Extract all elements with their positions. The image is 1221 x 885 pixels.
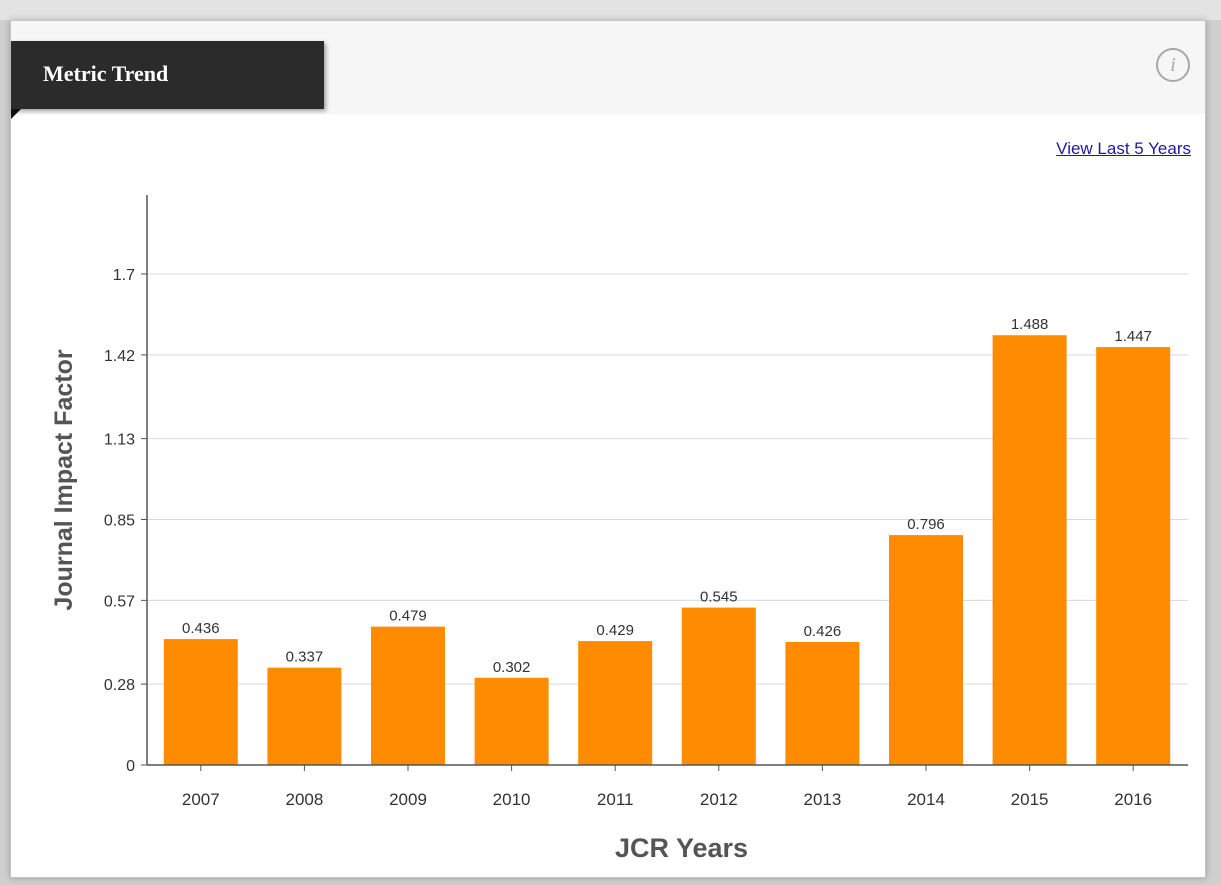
- labels: 0 0.28 0.57 0.85 1.13 1.42 1.7 0.436 2007 0.337 20…: [50, 267, 1152, 863]
- y-tick-label: 0.85: [104, 513, 135, 530]
- y-tick-label: 1.42: [104, 348, 135, 365]
- bar: [992, 335, 1067, 765]
- y-tick-label: 1.7: [113, 267, 135, 284]
- y-tick-label: 0.28: [104, 677, 135, 694]
- panel-title: Metric Trend: [43, 61, 169, 86]
- data-label: 0.479: [389, 608, 427, 625]
- x-tick-label: 2008: [285, 790, 323, 809]
- bar: [163, 639, 238, 765]
- title-tab: Metric Trend: [11, 41, 324, 109]
- x-tick-label: 2013: [803, 790, 841, 809]
- y-axis-title: Journal Impact Factor: [50, 349, 78, 610]
- data-label: 1.447: [1114, 328, 1152, 345]
- y-tick-label: 0.57: [104, 593, 135, 610]
- x-axis-title: JCR Years: [615, 833, 748, 863]
- data-label: 0.796: [907, 516, 945, 533]
- bar: [1096, 347, 1171, 765]
- data-label: 1.488: [1011, 316, 1049, 333]
- bar: [371, 626, 445, 765]
- page-top-strip: [0, 0, 1221, 20]
- view-last-5-years-link[interactable]: View Last 5 Years: [1056, 139, 1191, 158]
- bar: [889, 535, 963, 765]
- data-label: 0.337: [286, 649, 324, 666]
- data-label: 0.429: [596, 622, 634, 639]
- bar: [474, 677, 549, 765]
- x-tick-label: 2007: [182, 790, 220, 809]
- bar: [578, 641, 653, 765]
- x-tick-label: 2011: [597, 790, 634, 809]
- bar: [267, 667, 342, 765]
- data-label: 0.426: [804, 623, 842, 640]
- axes: [141, 195, 1188, 771]
- data-label: 0.545: [700, 589, 738, 606]
- bars: [163, 335, 1171, 765]
- x-tick-label: 2015: [1011, 790, 1049, 809]
- info-icon[interactable]: i: [1156, 48, 1190, 82]
- x-tick-label: 2009: [389, 790, 427, 809]
- y-tick-label: 0: [126, 758, 135, 775]
- bar: [785, 641, 860, 765]
- x-tick-label: 2016: [1114, 790, 1152, 809]
- data-label: 0.302: [493, 659, 531, 676]
- bar: [681, 607, 756, 765]
- x-tick-label: 2014: [907, 790, 945, 809]
- y-tick-label: 1.13: [104, 432, 135, 449]
- x-tick-label: 2010: [493, 790, 531, 809]
- x-tick-label: 2012: [700, 790, 738, 809]
- data-label: 0.436: [182, 620, 220, 637]
